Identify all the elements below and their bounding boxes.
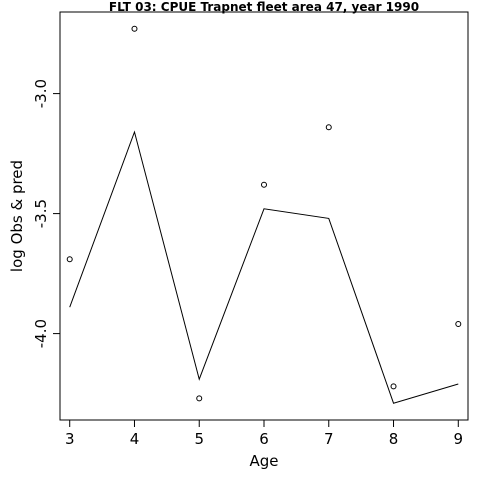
x-axis-label: Age <box>249 452 278 470</box>
x-tick-label: 3 <box>65 430 75 448</box>
predicted-line <box>69 130 459 404</box>
y-axis-label: log Obs & pred <box>8 160 26 272</box>
observed-point <box>455 321 462 327</box>
y-tick-label: -3.0 <box>32 79 50 108</box>
x-tick-label: 9 <box>454 430 464 448</box>
observed-point <box>196 395 203 402</box>
observed-point <box>390 383 397 390</box>
observed-point <box>131 25 138 32</box>
plot-frame <box>59 11 469 421</box>
observed-point <box>261 181 267 188</box>
x-tick-label: 5 <box>194 430 204 448</box>
observed-point <box>325 124 332 131</box>
x-tick-label: 7 <box>324 430 334 448</box>
y-axis: -4.0 -3.5 -3.0 <box>32 79 60 348</box>
x-tick-label: 6 <box>259 430 269 448</box>
series-layer <box>66 25 462 404</box>
y-tick-label: -3.5 <box>32 199 50 228</box>
y-tick-label: -4.0 <box>32 319 50 348</box>
x-tick-label: 8 <box>389 430 399 448</box>
x-axis: 3 4 5 6 7 8 9 <box>65 420 463 448</box>
x-tick-label: 4 <box>130 430 140 448</box>
observed-point <box>66 256 73 263</box>
chart-title: FLT 03: CPUE Trapnet fleet area 47, year… <box>109 0 419 14</box>
